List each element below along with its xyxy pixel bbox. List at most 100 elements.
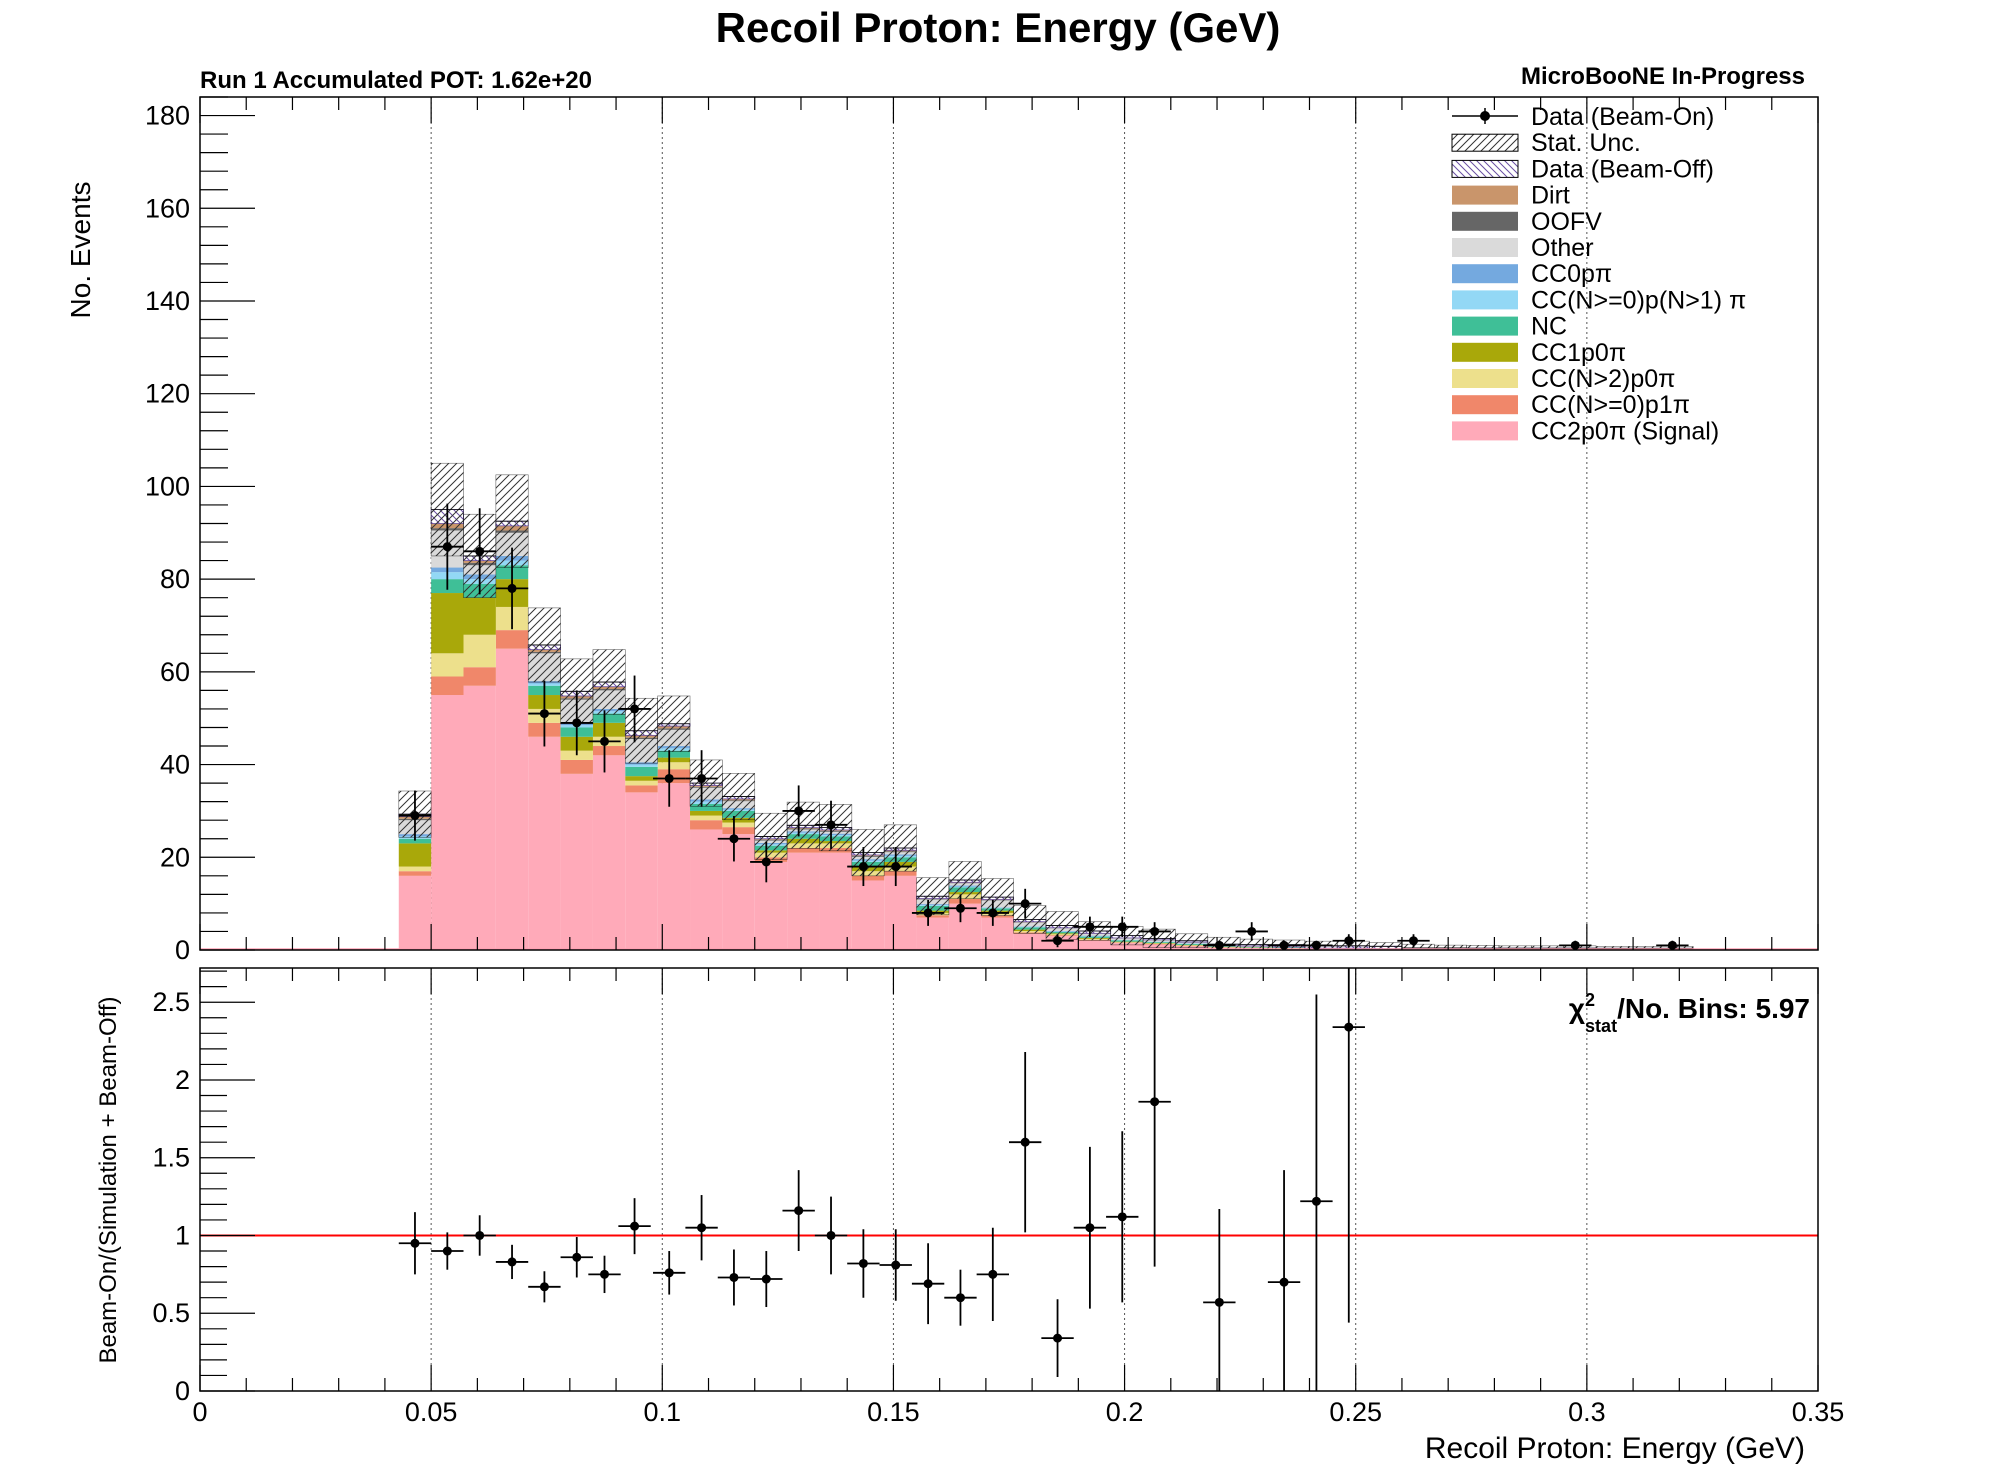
- ratio-point: [1279, 1277, 1289, 1287]
- y-tick-label: 2.5: [152, 987, 190, 1017]
- histogram-bar: [722, 822, 755, 828]
- histogram-bar: [398, 875, 432, 950]
- histogram-bar: [981, 917, 1014, 950]
- histogram-bar: [819, 852, 852, 950]
- histogram-bar: [657, 762, 691, 770]
- data-point: [1409, 936, 1418, 946]
- y-tick-label: 0: [175, 935, 190, 965]
- ratio-point: [1150, 1097, 1160, 1107]
- data-point: [664, 773, 674, 783]
- y-tick-label: 80: [160, 564, 190, 594]
- legend-swatch: [1451, 133, 1519, 152]
- legend-marker: [1480, 111, 1490, 121]
- histogram-bar: [431, 695, 464, 950]
- legend-label: Data (Beam-On): [1531, 103, 1714, 131]
- data-point: [858, 862, 868, 872]
- data-point: [600, 736, 609, 746]
- ratio-point: [1117, 1212, 1127, 1222]
- data-point: [1247, 926, 1257, 936]
- legend-label: CC(N>2)p0π: [1531, 365, 1675, 393]
- ratio-point: [475, 1230, 485, 1240]
- ratio-point: [664, 1268, 674, 1278]
- y-tick-label: 160: [145, 193, 190, 223]
- histogram-bar: [592, 755, 626, 950]
- histogram-bar: [722, 834, 755, 950]
- histogram-bar: [948, 899, 982, 904]
- histogram-bar: [592, 746, 626, 756]
- histogram-bar: [884, 871, 917, 876]
- legend-swatch: [1452, 185, 1518, 205]
- histogram-bar: [398, 871, 432, 876]
- histogram-bar: [431, 676, 464, 696]
- x-tick-label: 0.15: [867, 1397, 920, 1427]
- ratio-point: [539, 1282, 549, 1292]
- x-tick-label: 0.1: [644, 1397, 682, 1427]
- y-tick-label: 20: [160, 842, 190, 872]
- legend-swatch: [1452, 211, 1518, 231]
- ratio-point: [630, 1221, 640, 1231]
- y-tick-label: 100: [145, 471, 190, 501]
- histogram-bar: [657, 757, 691, 763]
- histogram-bar: [787, 848, 820, 853]
- data-point: [539, 709, 549, 719]
- ratio-point: [442, 1246, 452, 1256]
- data-point: [1214, 940, 1224, 950]
- histogram-bar: [625, 780, 658, 786]
- ratio-point: [1053, 1333, 1063, 1343]
- data-point: [442, 542, 452, 552]
- data-point: [923, 908, 933, 918]
- legend-label: CC2p0π (Signal): [1531, 417, 1719, 445]
- data-point: [761, 857, 771, 867]
- ratio-panel: 00.511.522.5 0 0.05 0.1 0.15 0.2 0.25 0.3 0.35 …: [95, 967, 1844, 1465]
- histogram-bar: [398, 843, 432, 867]
- ratio-panel-frame: [199, 967, 1819, 1392]
- ratio-point: [891, 1260, 901, 1270]
- histogram-bar: [625, 785, 658, 793]
- data-point: [891, 862, 901, 872]
- ratio-point: [1020, 1137, 1030, 1147]
- histogram-bar: [1013, 933, 1046, 950]
- data-point: [1570, 940, 1580, 950]
- histogram-bar: [463, 634, 496, 668]
- histogram-bar: [463, 667, 496, 686]
- legend: Data (Beam-On)Stat. Unc.Data (Beam-Off)D…: [1451, 103, 1746, 445]
- ratio-point: [507, 1257, 517, 1267]
- legend-label: CC(N>=0)p(N>1) π: [1531, 286, 1746, 314]
- data-point: [988, 908, 998, 918]
- legend-label: Other: [1531, 234, 1594, 262]
- y-tick-label: 60: [160, 657, 190, 687]
- data-point: [1085, 922, 1095, 932]
- histogram-bar: [528, 736, 561, 950]
- legend-swatch: [1452, 264, 1518, 284]
- stat-unc-band: [1207, 936, 1241, 951]
- y-tick-label: 2: [175, 1065, 190, 1095]
- data-point: [826, 820, 836, 830]
- ratio-point: [729, 1272, 739, 1282]
- x-axis-label: Recoil Proton: Energy (GeV): [1425, 1432, 1805, 1465]
- chi2-subscript: stat: [1585, 1016, 1617, 1036]
- ratio-point: [1085, 1223, 1095, 1233]
- legend-label: CC1p0π: [1531, 339, 1626, 367]
- ratio-point: [858, 1258, 868, 1268]
- ratio-point: [1311, 1196, 1321, 1206]
- data-point: [794, 806, 804, 816]
- ratio-point: [410, 1238, 420, 1248]
- histogram-bar: [948, 903, 982, 950]
- histogram-bar: [1110, 943, 1144, 950]
- histogram-bar: [431, 593, 464, 654]
- histogram-bar: [690, 815, 723, 821]
- histogram-bar: [722, 817, 755, 823]
- histogram-bar: [625, 792, 658, 950]
- histogram-bar: [560, 759, 593, 774]
- histogram-bar: [916, 915, 949, 918]
- legend-swatch: [1452, 421, 1518, 441]
- data-point: [572, 718, 582, 728]
- y-tick-label: 1.5: [152, 1143, 190, 1173]
- histogram-bar: [690, 820, 723, 830]
- ratio-point: [794, 1206, 804, 1216]
- histogram-bar: [463, 597, 496, 635]
- data-point: [1020, 899, 1030, 909]
- histogram-bar: [787, 852, 820, 950]
- data-point: [1311, 940, 1321, 950]
